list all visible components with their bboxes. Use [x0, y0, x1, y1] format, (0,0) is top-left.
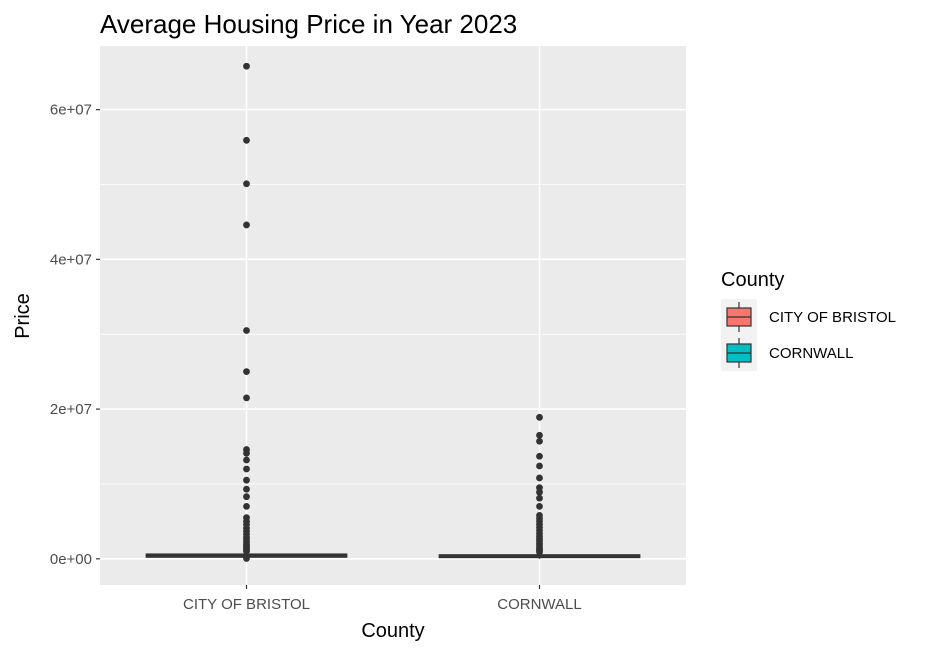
outlier-point: [243, 394, 250, 402]
outlier-point: [536, 548, 543, 556]
y-tick-label: 2e+07: [50, 401, 92, 418]
x-axis-title: County: [361, 620, 424, 642]
outlier-point: [243, 221, 250, 229]
outlier-point: [243, 465, 250, 473]
y-axis-title: Price: [12, 293, 34, 339]
outlier-point: [243, 456, 250, 464]
minor-gridlines: [100, 184, 686, 485]
legend-label: CITY OF BRISTOL: [769, 309, 896, 326]
outlier-point: [243, 476, 250, 484]
outlier-point: [536, 502, 543, 510]
y-axis-ticks: 0e+00 2e+07 4e+07 6e+07: [50, 102, 100, 568]
outlier-point: [243, 547, 250, 555]
chart-title: Average Housing Price in Year 2023: [100, 9, 517, 39]
outlier-point: [243, 449, 250, 457]
outlier-point: [243, 502, 250, 510]
outlier-point: [243, 485, 250, 493]
outlier-point: [536, 452, 543, 460]
outlier-point: [536, 413, 543, 421]
outlier-point: [243, 180, 250, 188]
outlier-point: [243, 136, 250, 144]
x-tick-label: CITY OF BRISTOL: [183, 596, 310, 613]
legend-key-city-of-bristol: CITY OF BRISTOL: [721, 299, 896, 335]
legend-keys: CITY OF BRISTOL CORNWALL: [721, 299, 896, 371]
y-tick-label: 0e+00: [50, 551, 92, 568]
outlier-point: [243, 62, 250, 70]
outlier-point: [536, 437, 543, 445]
x-axis-ticks: CITY OF BRISTOL CORNWALL: [183, 585, 582, 613]
y-tick-label: 4e+07: [50, 251, 92, 268]
outlier-point: [536, 431, 543, 439]
legend: County CITY OF BRISTOL CORNWALL: [721, 269, 896, 371]
legend-label: CORNWALL: [769, 345, 853, 362]
outlier-point: [243, 493, 250, 501]
outlier-points: [243, 62, 543, 562]
y-tick-label: 6e+07: [50, 102, 92, 119]
outlier-point: [243, 327, 250, 334]
legend-title: County: [721, 269, 784, 291]
outlier-point: [536, 474, 543, 482]
outlier-point: [243, 368, 250, 376]
outlier-point: [536, 494, 543, 502]
plot-panel: [100, 46, 686, 585]
legend-key-cornwall: CORNWALL: [721, 335, 853, 371]
outlier-point: [536, 488, 543, 496]
outlier-point: [243, 555, 250, 562]
x-tick-label: CORNWALL: [497, 596, 581, 613]
outlier-point: [536, 462, 543, 470]
